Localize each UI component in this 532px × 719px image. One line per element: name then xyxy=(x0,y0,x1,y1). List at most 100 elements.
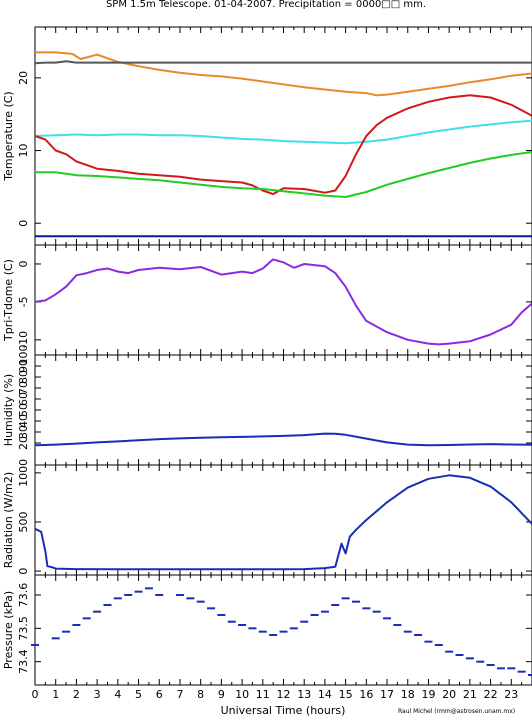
x-tick-labels: 0 1 2 3 4 5 6 7 8 9 10 11 12 13 14 15 16 17 18 19 20 21 22 23 xyxy=(32,688,519,701)
figure-title: SPM 1.5m Telescope. 01-04-2007. Precipit… xyxy=(106,0,426,10)
y-tick-label: -10 xyxy=(17,331,30,349)
pressure-point xyxy=(341,597,350,600)
series-line-4 xyxy=(35,151,532,198)
pressure-point xyxy=(238,624,247,626)
pressure-point xyxy=(300,620,309,623)
pressure-point xyxy=(144,587,153,590)
x-tick-label: 3 xyxy=(94,688,101,701)
y-tick-label: 30 xyxy=(17,425,30,439)
pressure-point xyxy=(528,674,532,676)
x-tick-label: 11 xyxy=(256,688,270,701)
y-tick-label: 20 xyxy=(17,436,30,450)
y-tick-label: 0 xyxy=(17,260,30,267)
pressure-point xyxy=(424,640,433,643)
series-line-1 xyxy=(34,60,532,65)
y-axis-label: Pressure (kPa) xyxy=(2,591,15,669)
pressure-point xyxy=(414,634,423,636)
pressure-point xyxy=(124,594,133,596)
pressure-point xyxy=(476,660,485,663)
y-tick-label: -5 xyxy=(17,296,30,307)
series-line-3 xyxy=(34,94,532,196)
pressure-point xyxy=(383,617,392,620)
pressure-point xyxy=(310,614,319,616)
pressure-point xyxy=(113,597,122,600)
series-line-0 xyxy=(34,474,532,571)
x-tick-label: 17 xyxy=(380,688,394,701)
pressure-point xyxy=(362,607,371,610)
series-line-0 xyxy=(35,51,532,97)
x-tick-label: 18 xyxy=(401,688,415,701)
pressure-point xyxy=(320,610,329,613)
pressure-point xyxy=(445,650,454,653)
pressure-point xyxy=(393,624,402,626)
y-axis-label: Tpri-Tdome (C) xyxy=(2,259,15,342)
pressure-point xyxy=(455,654,464,656)
y-tick-label: 20 xyxy=(17,71,30,85)
y-axis-label: Humidity (%) xyxy=(2,374,15,446)
y-tick-label: 70 xyxy=(17,381,30,395)
y-tick-label: 500 xyxy=(17,511,30,532)
pressure-point xyxy=(279,630,288,633)
pressure-point xyxy=(434,644,443,646)
pressure-point xyxy=(196,600,205,603)
y-axis-label: Temperature (C) xyxy=(2,91,15,181)
pressure-point xyxy=(134,590,143,593)
y-tick-label: 0 xyxy=(17,568,30,575)
y-tick-label: 60 xyxy=(17,392,30,406)
x-tick-label: 1 xyxy=(52,688,59,701)
pressure-point xyxy=(175,594,184,596)
y-tick-label: 73.6 xyxy=(17,583,30,608)
x-tick-label: 15 xyxy=(339,688,353,701)
pressure-point xyxy=(372,610,381,613)
pressure-point xyxy=(517,670,526,673)
pressure-point xyxy=(331,604,340,606)
x-tick-label: 12 xyxy=(277,688,291,701)
pressure-point xyxy=(269,634,278,636)
pressure-point xyxy=(351,600,360,603)
series-line-0 xyxy=(34,258,532,346)
y-tick-label: 1000 xyxy=(17,459,30,487)
panel-frame xyxy=(34,354,532,466)
pressure-point xyxy=(207,607,216,610)
pressure-point xyxy=(51,637,60,640)
x-axis-label: Universal Time (hours) xyxy=(221,704,346,717)
x-tick-label: 19 xyxy=(421,688,435,701)
x-tick-label: 21 xyxy=(463,688,477,701)
y-tick-label: 0 xyxy=(17,220,30,227)
x-tick-label: 20 xyxy=(442,688,456,701)
x-tick-label: 2 xyxy=(73,688,80,701)
panel-frame xyxy=(34,464,532,576)
pressure-point xyxy=(486,664,495,666)
series-line-0 xyxy=(34,432,532,447)
y-tick-label: 40 xyxy=(17,414,30,428)
pressure-point xyxy=(465,657,474,660)
pressure-point xyxy=(289,627,298,630)
pressure-point xyxy=(507,667,516,670)
x-tick-label: 13 xyxy=(297,688,311,701)
pressure-point xyxy=(496,667,505,670)
pressure-point xyxy=(258,630,267,633)
y-tick-label: 73.4 xyxy=(17,649,30,674)
x-tick-label: 23 xyxy=(504,688,518,701)
pressure-point xyxy=(155,594,164,596)
x-tick-label: 5 xyxy=(135,688,142,701)
x-tick-label: 8 xyxy=(197,688,204,701)
pressure-point xyxy=(217,614,226,616)
x-tick-label: 10 xyxy=(235,688,249,701)
pressure-point xyxy=(186,597,195,600)
pressure-point xyxy=(31,644,39,646)
x-tick-label: 4 xyxy=(114,688,121,701)
y-tick-label: 10 xyxy=(17,144,30,158)
y-tick-label: 50 xyxy=(17,403,30,417)
pressure-point xyxy=(403,630,412,633)
credit-text: Raul Michel (rmm@astrosen.unam.mx) xyxy=(398,708,515,715)
x-tick-label: 0 xyxy=(32,688,39,701)
pressure-point xyxy=(82,617,91,620)
pressure-point xyxy=(62,630,71,633)
x-tick-label: 14 xyxy=(318,688,332,701)
y-tick-label: 100 xyxy=(17,345,30,366)
